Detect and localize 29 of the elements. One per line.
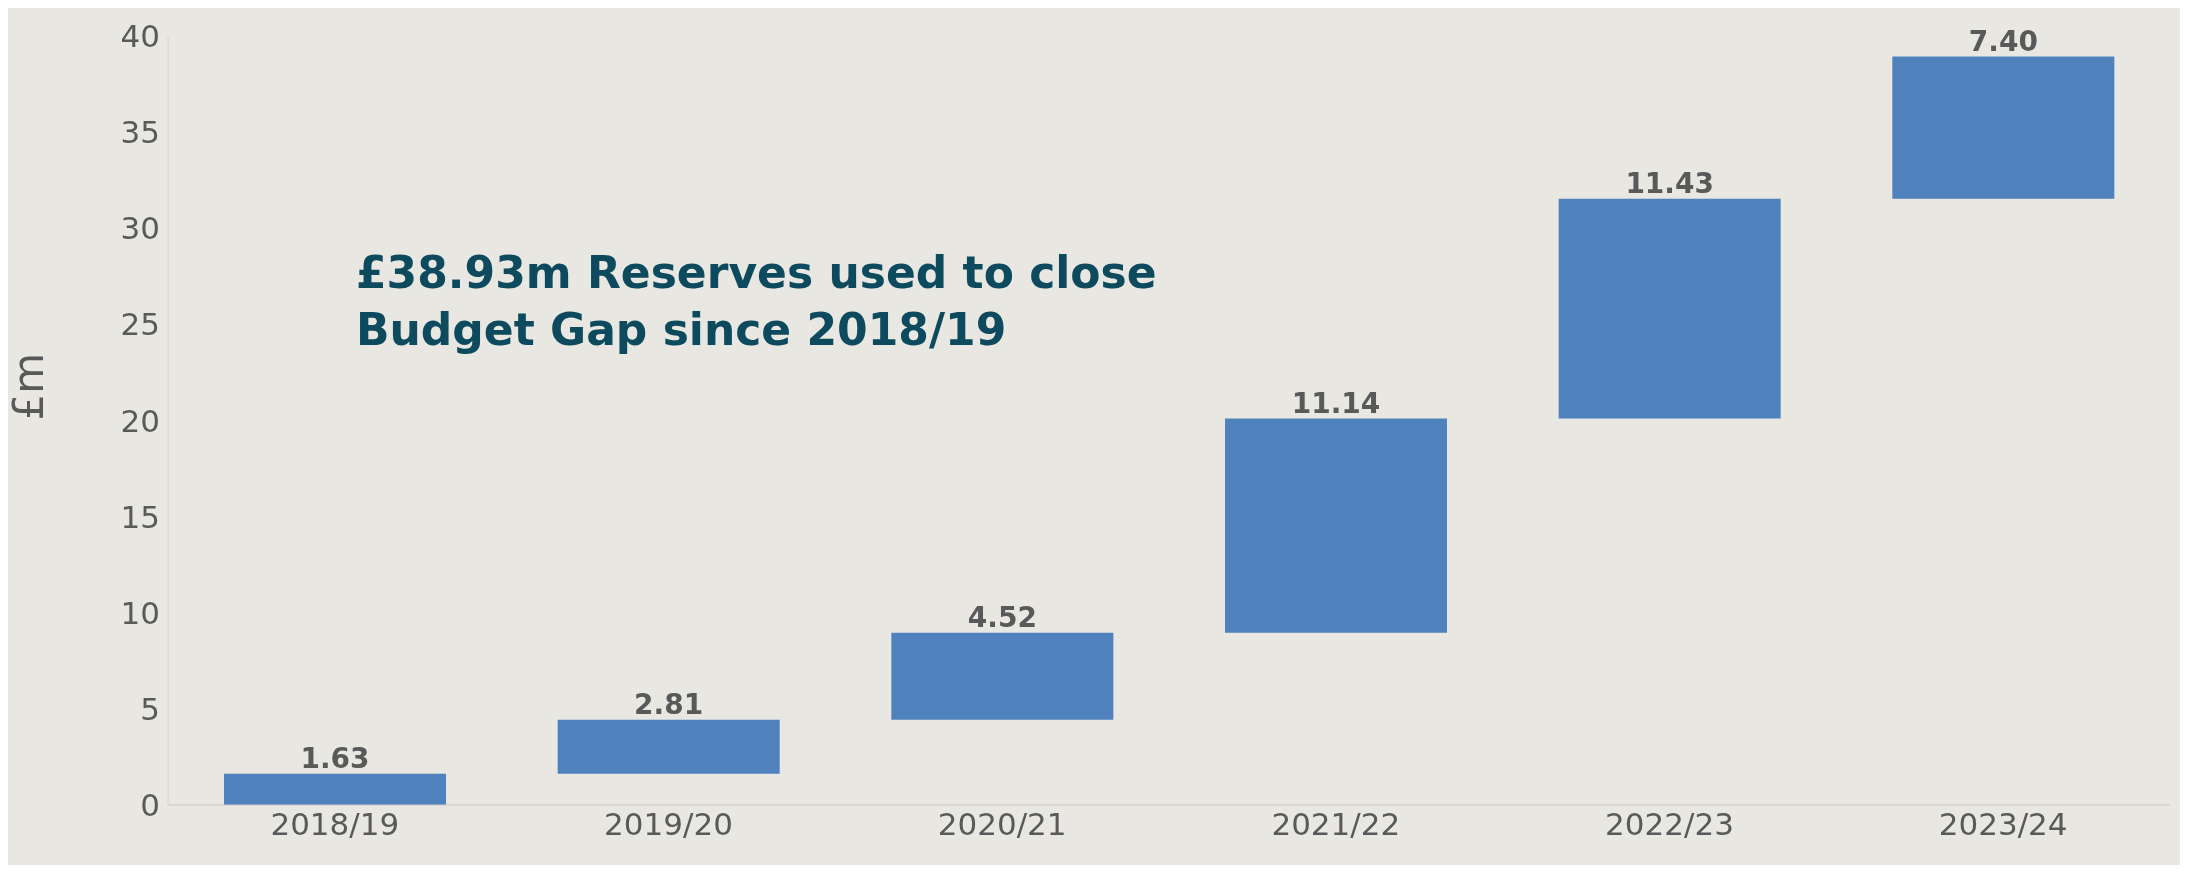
y-tick-label: 20	[120, 402, 160, 439]
y-axis-title: £m	[3, 352, 53, 421]
bar	[557, 719, 780, 774]
data-label: 11.14	[1291, 386, 1381, 420]
bar	[1558, 198, 1781, 419]
data-label: 1.63	[300, 741, 370, 775]
annotation: £38.93m Reserves used to close Budget Gap since 2018/19	[356, 246, 1157, 358]
data-label: 2.81	[634, 687, 704, 721]
y-tick-label: 25	[120, 306, 160, 343]
x-tick-label: 2020/21	[937, 806, 1067, 843]
y-tick-label: 5	[140, 690, 160, 727]
x-tick-label: 2021/22	[1271, 806, 1401, 843]
x-tick-label: 2018/19	[270, 806, 400, 843]
y-tick-label: 30	[120, 210, 160, 247]
bar	[1225, 418, 1447, 633]
y-tick-label: 0	[140, 787, 160, 824]
bar	[891, 632, 1114, 720]
y-tick-label: 35	[120, 114, 160, 151]
x-tick-label: 2023/24	[1938, 806, 2068, 843]
y-tick-label: 10	[120, 594, 160, 631]
bar	[224, 773, 446, 805]
bar	[1892, 56, 2115, 199]
x-tick-label: 2019/20	[604, 806, 733, 843]
data-label: 11.43	[1625, 166, 1714, 200]
data-label: 7.40	[1968, 24, 2038, 58]
data-label: 4.52	[967, 600, 1037, 634]
y-tick-label: 40	[120, 18, 160, 55]
x-tick-label: 2022/23	[1605, 806, 1734, 843]
y-tick-label: 15	[120, 498, 160, 535]
